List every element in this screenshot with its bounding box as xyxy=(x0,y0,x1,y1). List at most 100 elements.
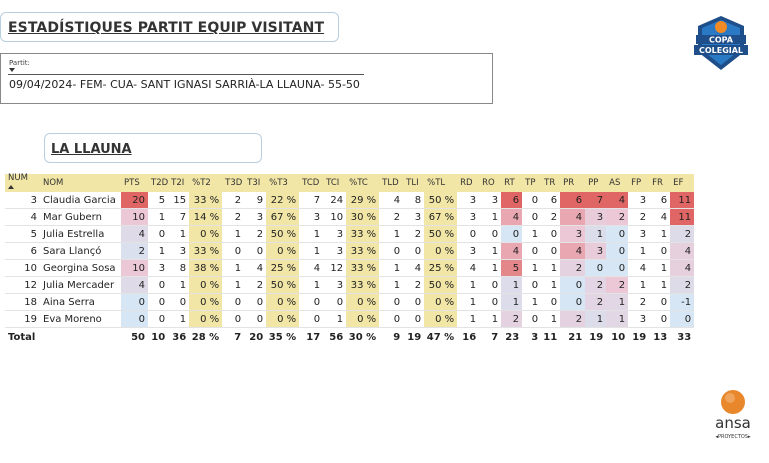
column-header-fp[interactable]: FP xyxy=(628,174,650,192)
column-header-t3d[interactable]: T3D xyxy=(222,174,245,192)
cell-pr: 2 xyxy=(560,310,586,328)
column-header-nom[interactable]: NOM xyxy=(40,174,121,192)
column-header-rd[interactable]: RD xyxy=(457,174,480,192)
cell-tli: 2 xyxy=(403,225,425,243)
cell-tp: 0 xyxy=(522,192,542,209)
column-header-pct-t3[interactable]: %T3 xyxy=(266,174,300,192)
column-header-fr[interactable]: FR xyxy=(649,174,671,192)
column-header-tp[interactable]: TP xyxy=(522,174,542,192)
column-header-tcd[interactable]: TCD xyxy=(299,174,324,192)
column-header-num[interactable]: NUM xyxy=(5,174,40,192)
column-header-tr[interactable]: TR xyxy=(541,174,561,192)
cell-as: 1 xyxy=(606,310,629,328)
column-header-as[interactable]: AS xyxy=(606,174,629,192)
table-row[interactable]: 19 Eva Moreno 0 0 1 0 % 0 0 0 % 0 1 0 % 0 0 0 % 1 1 2 0 1 2 1… xyxy=(5,310,695,328)
team-title-box: LA LLAUNA xyxy=(44,133,262,163)
cell-fr: 4 xyxy=(649,208,671,226)
cell-pct-t2: 0 % xyxy=(189,225,223,243)
cell-tld: 1 xyxy=(379,276,404,294)
total-cell: 19 xyxy=(628,327,650,346)
table-row[interactable]: 18 Aina Serra 0 0 0 0 % 0 0 0 % 0 0 0 % 0 0 0 % 1 0 1 1 0 0 2… xyxy=(5,293,695,311)
cell-pct-tc: 33 % xyxy=(346,276,380,294)
cell-tcd: 4 xyxy=(299,259,324,277)
total-cell: 20 xyxy=(244,327,267,346)
cell-fp: 2 xyxy=(628,208,650,226)
column-header-rt[interactable]: RT xyxy=(501,174,523,192)
cell-t3d: 0 xyxy=(222,242,245,260)
cell-rt: 1 xyxy=(501,293,523,311)
table-header-row: NUM NOM PTS T2D T2I %T2 T3D T3I %T3 TCD TCI %TC TLD T… xyxy=(5,174,695,192)
cell-tld: 1 xyxy=(379,225,404,243)
column-header-ro[interactable]: RO xyxy=(479,174,502,192)
cell-nom: Claudia Garcia xyxy=(40,192,121,209)
cell-rd: 1 xyxy=(457,293,480,311)
cell-rd: 1 xyxy=(457,276,480,294)
table-row[interactable]: 10 Georgina Sosa 10 3 8 38 % 1 4 25 % 4 12 33 % 1 4 25… xyxy=(5,259,695,277)
table-row[interactable]: 5 Julia Estrella 4 0 1 0 % 1 2 50 % 1 3 33 % 1 2 50 % 0… xyxy=(5,225,695,243)
column-header-pr[interactable]: PR xyxy=(560,174,586,192)
cell-rd: 3 xyxy=(457,208,480,226)
chevron-down-icon[interactable] xyxy=(9,68,15,72)
cell-pct-tc: 30 % xyxy=(346,208,380,226)
cell-num: 4 xyxy=(5,208,40,226)
cell-t2i: 8 xyxy=(168,259,190,277)
cell-tcd: 1 xyxy=(299,242,324,260)
ansa-proyectos-logo: ansa ◂PROYECTOS▸ xyxy=(715,390,751,440)
cell-t3i: 0 xyxy=(244,310,267,328)
cell-rt: 2 xyxy=(501,310,523,328)
cell-ef: 0 xyxy=(670,310,695,328)
column-header-t3i[interactable]: T3I xyxy=(244,174,267,192)
cell-tr: 0 xyxy=(541,293,561,311)
total-cell: 47 % xyxy=(424,327,458,346)
cell-t2i: 1 xyxy=(168,276,190,294)
cell-t2i: 0 xyxy=(168,293,190,311)
total-cell: 10 xyxy=(148,327,169,346)
cell-pct-t3: 0 % xyxy=(266,310,300,328)
cell-t2i: 1 xyxy=(168,225,190,243)
column-header-tli[interactable]: TLI xyxy=(403,174,425,192)
cell-ro: 1 xyxy=(479,310,502,328)
table-row[interactable]: 6 Sara Llançó 2 1 3 33 % 0 0 0 % 1 3 33 % 0 0 0 % 3 1 4 0 0… xyxy=(5,242,695,260)
column-header-t2d[interactable]: T2D xyxy=(148,174,169,192)
cell-tli: 2 xyxy=(403,276,425,294)
cell-fp: 1 xyxy=(628,242,650,260)
cell-ro: 1 xyxy=(479,259,502,277)
table-row[interactable]: 12 Julia Mercader 4 0 1 0 % 1 2 50 % 1 3 33 % 1 2 50 %… xyxy=(5,276,695,294)
column-header-tci[interactable]: TCI xyxy=(323,174,347,192)
column-header-pct-t2[interactable]: %T2 xyxy=(189,174,223,192)
table-row[interactable]: 3 Claudia Garcia 20 5 15 33 % 2 9 22 % 7 24 29 % 4 8 5… xyxy=(5,192,695,209)
total-cell: 23 xyxy=(501,327,523,346)
column-header-pct-tc[interactable]: %TC xyxy=(346,174,380,192)
cell-tli: 3 xyxy=(403,208,425,226)
cell-t2i: 3 xyxy=(168,242,190,260)
column-header-tld[interactable]: TLD xyxy=(379,174,404,192)
column-header-ef[interactable]: EF xyxy=(670,174,695,192)
table-row[interactable]: 4 Mar Gubern 10 1 7 14 % 2 3 67 % 3 10 30 % 2 3 67 % 3 1… xyxy=(5,208,695,226)
cell-t3d: 2 xyxy=(222,208,245,226)
sort-ascending-icon[interactable] xyxy=(8,185,14,189)
total-cell xyxy=(40,327,121,346)
cell-t3d: 2 xyxy=(222,192,245,209)
cell-t2d: 0 xyxy=(148,225,169,243)
cell-tli: 0 xyxy=(403,310,425,328)
column-header-pct-tl[interactable]: %TL xyxy=(424,174,458,192)
cell-rt: 1 xyxy=(501,276,523,294)
cell-nom: Sara Llançó xyxy=(40,242,121,260)
cell-tp: 0 xyxy=(522,310,542,328)
column-header-pp[interactable]: PP xyxy=(585,174,607,192)
match-filter[interactable]: Partit: 09/04/2024- FEM- CUA- SANT IGNAS… xyxy=(0,53,493,104)
total-cell: 3 xyxy=(522,327,542,346)
cell-tp: 1 xyxy=(522,259,542,277)
svg-text:◂PROYECTOS▸: ◂PROYECTOS▸ xyxy=(715,434,751,440)
column-header-t2i[interactable]: T2I xyxy=(168,174,190,192)
cell-t3i: 4 xyxy=(244,259,267,277)
cell-fr: 1 xyxy=(649,276,671,294)
cell-t3d: 0 xyxy=(222,310,245,328)
cell-t2i: 7 xyxy=(168,208,190,226)
column-header-pts[interactable]: PTS xyxy=(121,174,148,192)
filter-selected-value[interactable]: 09/04/2024- FEM- CUA- SANT IGNASI SARRIÀ… xyxy=(9,78,360,91)
cell-pct-t3: 22 % xyxy=(266,192,300,209)
cell-pts: 10 xyxy=(121,259,148,277)
cell-fp: 2 xyxy=(628,293,650,311)
cell-tcd: 1 xyxy=(299,276,324,294)
